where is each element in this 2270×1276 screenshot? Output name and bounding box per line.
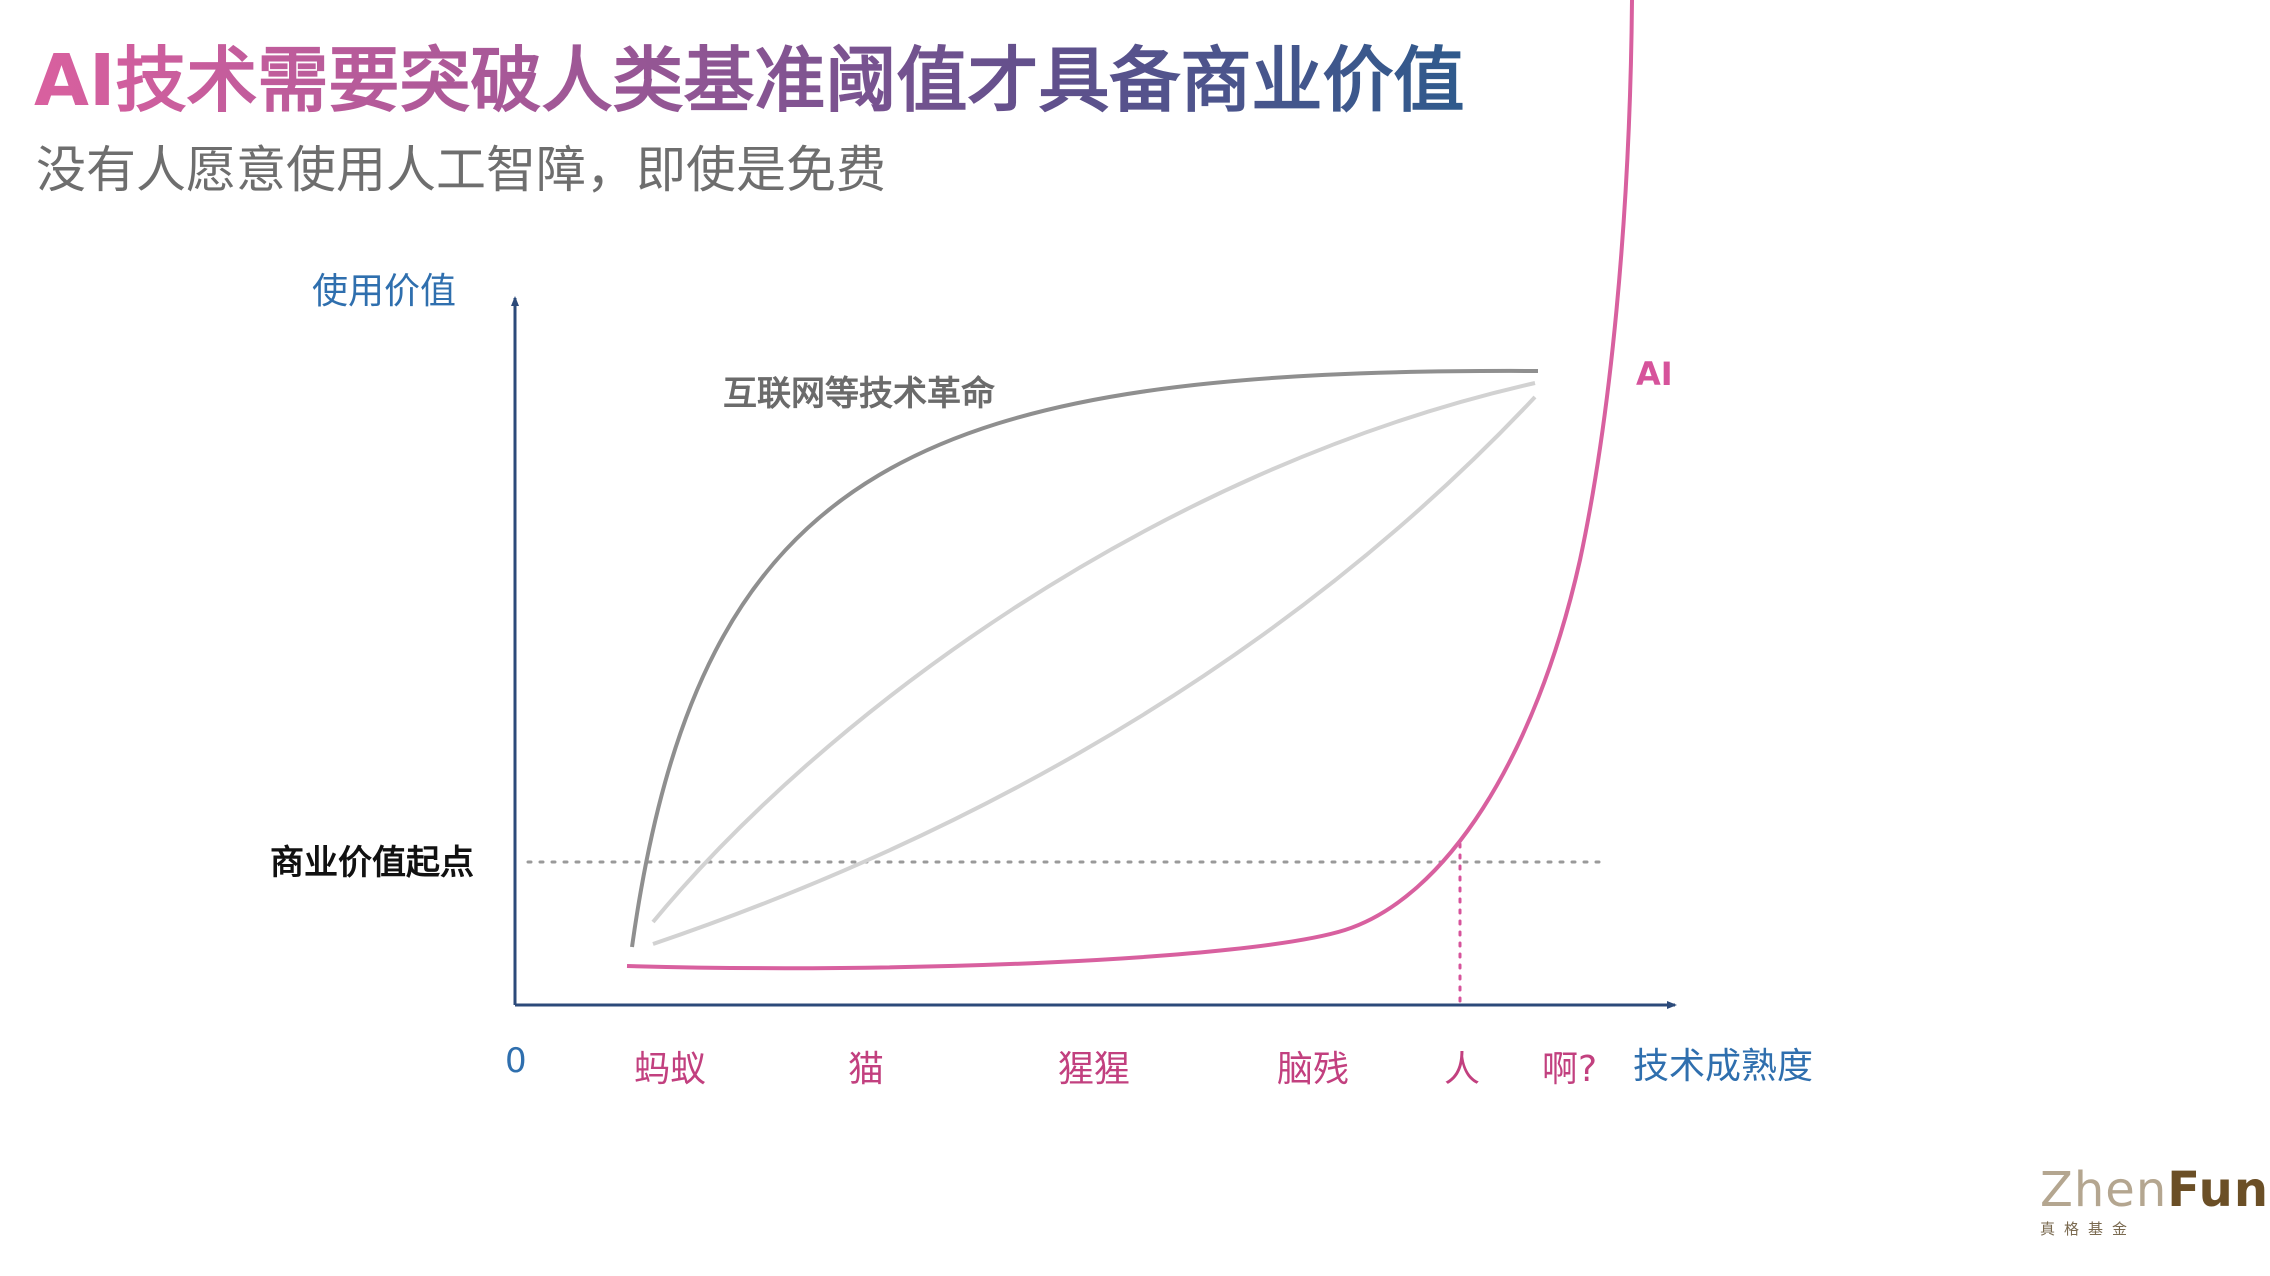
light-curve-lower [652, 395, 1537, 946]
y-axis-label: 使用价值 [312, 271, 457, 312]
zhenfund-logo: ZhenFund 真格基金 [2040, 1166, 2270, 1239]
logo-tagline: 真格基金 [2040, 1220, 2137, 1238]
x-tick-orangutan: 猩猩 [1058, 1049, 1131, 1090]
internet-curve-label: 互联网等技术革命 [723, 374, 995, 414]
x-tick-cat: 猫 [848, 1049, 885, 1090]
x-tick-ant: 蚂蚁 [634, 1049, 707, 1090]
logo-word-fund: Fund [2167, 1162, 2270, 1218]
page-title: AI技术需要突破人类基准阈值才具备商业价值 [34, 39, 1465, 122]
ai-curve [626, 0, 1634, 971]
x-tick-beyond: 啊? [1542, 1049, 1598, 1090]
internet-revolution-curve [630, 368, 1539, 948]
x-axis-label: 技术成熟度 [1633, 1046, 1814, 1087]
logo-word-zhen: Zhen [2040, 1162, 2168, 1218]
light-curve-upper [651, 381, 1536, 924]
x-tick-human: 人 [1444, 1049, 1481, 1090]
x-tick-brain-damaged: 脑残 [1277, 1049, 1350, 1090]
ai-curve-label: AI [1636, 355, 1673, 393]
threshold-label: 商业价值起点 [270, 843, 474, 883]
logo-wordmark: ZhenFund [2040, 1166, 2270, 1214]
page-subtitle: 没有人愿意使用人工智障，即使是免费 [36, 141, 886, 199]
origin-label: 0 [505, 1041, 527, 1081]
